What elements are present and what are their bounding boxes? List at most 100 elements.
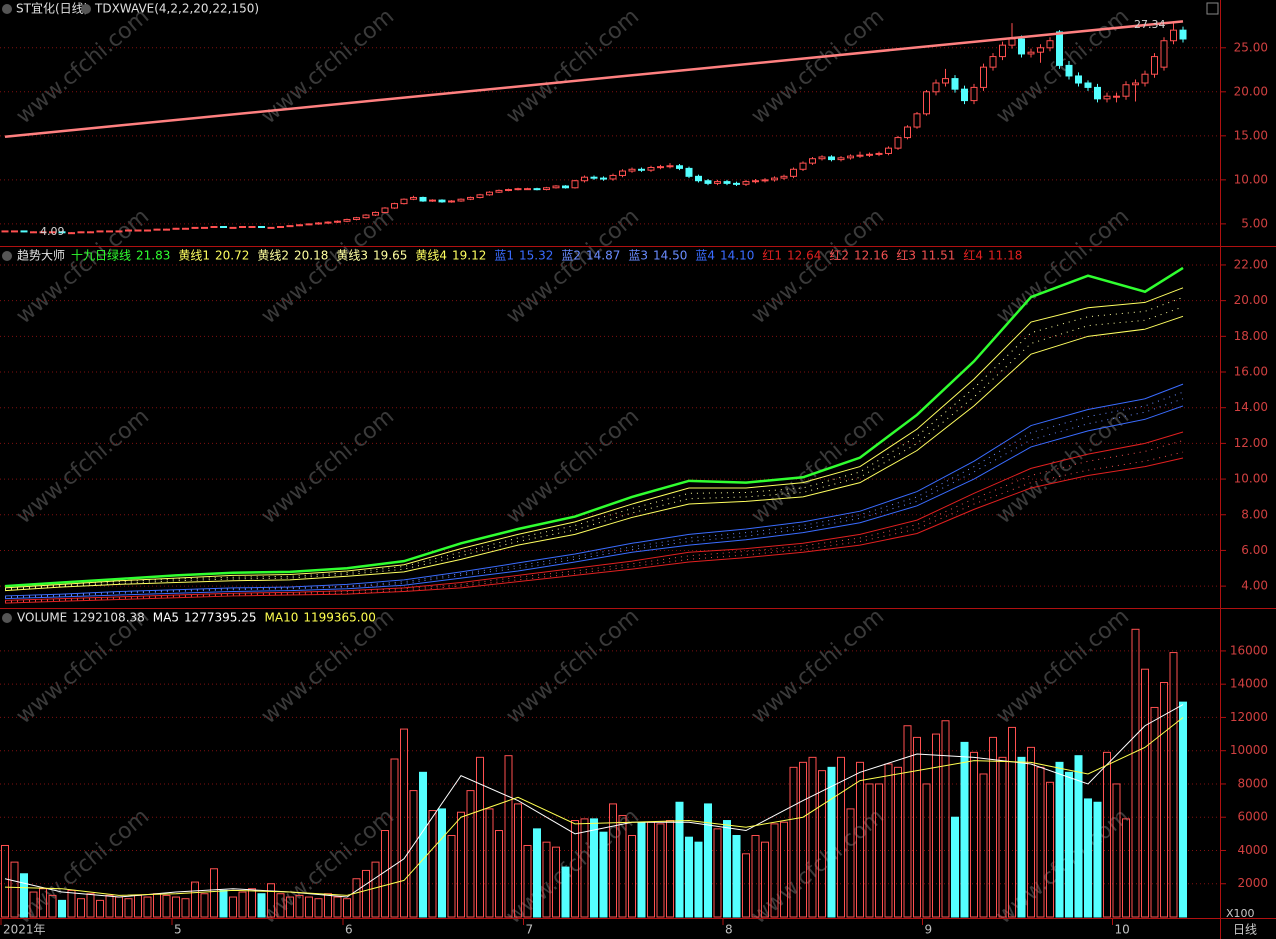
legend-value: 19.12 [452,249,486,263]
candle-body [248,226,256,229]
volume-bar [542,841,551,918]
legend-name: 黄线3 [336,249,368,263]
legend-value: 14.10 [720,249,754,263]
candle-body [723,181,731,184]
volume-bar [818,770,826,918]
volume-bar [656,823,665,918]
volume-bar [1112,783,1121,918]
volume-bar [229,896,237,918]
volume-bar [248,888,256,918]
volume-bar [846,808,855,918]
candle-body [58,231,66,234]
candle-body [923,91,930,115]
legend-value: 14.87 [586,249,620,263]
candle-body [742,181,750,185]
x-tick-label: 10 [1115,923,1130,937]
volume-bar [979,773,988,918]
price-annotation: 4.09 [40,225,65,238]
candle-body [239,226,246,229]
volume-bar [286,896,294,918]
candle-body [809,158,816,164]
menu-icon[interactable] [2,4,12,14]
volume-bar [704,803,712,918]
volume-bar [932,733,940,918]
candle-body [220,226,227,229]
candle-body [543,187,550,191]
volume-bar [172,896,180,918]
candle-body [1103,95,1111,100]
candle-body [438,199,446,203]
candle-body [799,162,807,170]
y-tick-label: 2000 [1237,876,1268,890]
candle-body [457,198,465,202]
candle-body [96,230,104,233]
volume-bar [533,828,541,918]
window-button[interactable] [1206,2,1219,15]
volume-bar [742,853,750,918]
candle-body [1018,38,1025,55]
volume-bar [29,891,38,918]
volume-bar [989,736,997,918]
indicator-line [4,457,1184,604]
indicator-line [4,315,1184,592]
volume-bar [409,790,418,918]
indicator-line [4,287,1184,589]
menu-icon[interactable] [81,4,91,14]
candle-body [68,232,75,235]
volume-bar [191,881,199,918]
volume-bar [1093,801,1102,918]
candle-body [1113,95,1120,98]
candle-body [1056,31,1063,66]
candle-body [1094,86,1101,100]
legend-name: MA10 [265,611,299,625]
candle-body [752,180,759,183]
candle-body [980,66,987,88]
x-tick-label: 6 [345,923,353,937]
indicator-line [4,405,1184,600]
candle-body [467,196,474,200]
volume-bar [476,756,484,918]
volume-bar [865,783,874,918]
legend-value: 14.50 [653,249,687,263]
candle-body [486,191,493,196]
volume-bar [20,873,28,918]
indicator-line [4,383,1184,597]
volume-bar [10,861,19,918]
candle-body [1027,51,1035,55]
candle-body [362,214,370,219]
volume-bar [685,836,693,918]
candle-body [495,189,503,193]
volume-bar [352,878,361,918]
menu-icon[interactable] [2,251,12,261]
candle-body [353,217,360,220]
candle-body [277,226,284,229]
candle-body [182,227,189,230]
x-tick-label: 5 [174,923,182,937]
volume-bar [39,888,47,918]
candle-body [172,227,180,230]
trend-line [4,20,1184,138]
candle-body [115,230,123,233]
legend-value: 19.65 [373,249,407,263]
candle-body [191,226,199,229]
candle-body [704,180,712,184]
volume-bar [1103,751,1111,918]
candle-body [476,194,484,198]
volume-bar [637,821,646,918]
x-tick-label: 7 [526,923,534,937]
candle-body [571,180,579,189]
candle-body [334,220,341,223]
candle-body [505,189,512,192]
volume-bar [780,821,788,918]
y-tick-label: 16.00 [1234,365,1268,379]
candle-body [87,231,94,234]
candle-body [1084,82,1092,88]
menu-icon[interactable] [2,613,12,623]
candle-body [961,88,968,102]
legend-name: 黄线1 [178,249,210,263]
volume-bar [599,831,608,918]
volume-bar [58,899,66,918]
candle-body [1170,29,1177,42]
volume-bar [1008,726,1016,918]
